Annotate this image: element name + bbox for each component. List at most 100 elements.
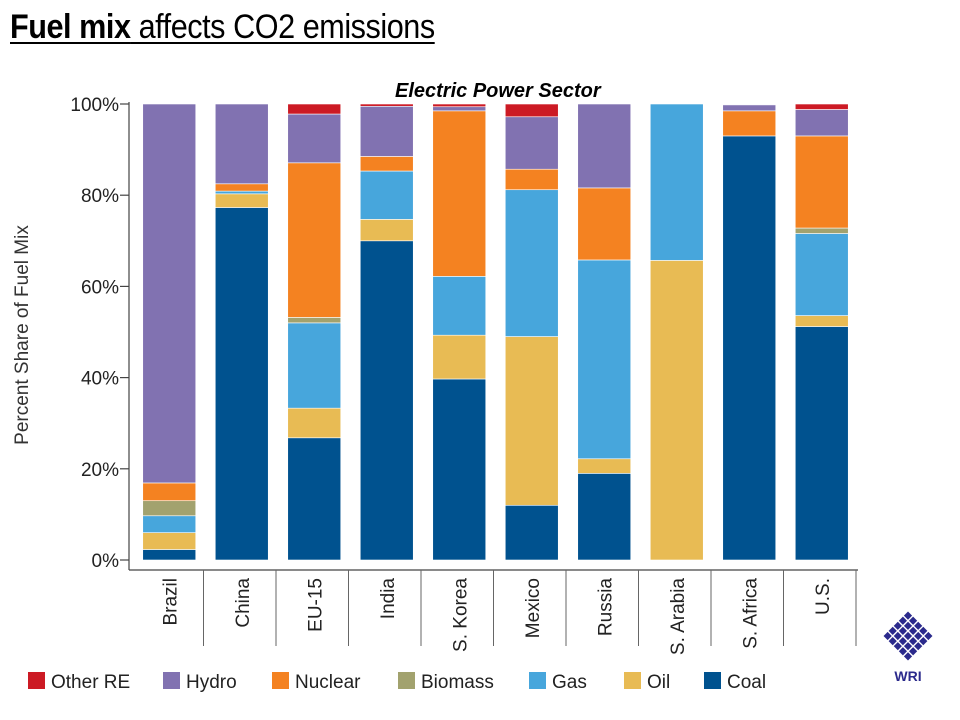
page-title-rest: affects CO2 emissions — [130, 8, 436, 46]
bar-s-africa-coal — [722, 135, 777, 561]
y-axis-label: Percent Share of Fuel Mix — [12, 225, 33, 445]
bar-s-korea-coal — [432, 378, 487, 561]
bar-russia-coal — [577, 473, 632, 561]
bar-mexico-nuclear — [504, 168, 559, 191]
x-tick-label-s-arabia: S. Arabia — [668, 578, 689, 656]
legend-swatch-hydro — [163, 672, 180, 689]
bar-india-nuclear — [359, 156, 414, 172]
wri-logo-cell — [908, 636, 918, 646]
legend-label-coal: Coal — [727, 672, 766, 693]
bar-china-gas — [214, 190, 269, 195]
wri-logo-cell — [888, 626, 897, 636]
wri-logo-cell — [883, 631, 892, 641]
wri-logo-cell — [903, 631, 913, 641]
bar-mexico-hydro — [504, 116, 559, 170]
wri-logo-text: WRI — [894, 668, 921, 684]
bar-india-gas — [359, 170, 414, 220]
x-tick-label-russia: Russia — [595, 578, 616, 637]
y-tick-label-2: 40% — [81, 369, 119, 390]
bar-india-other-re — [359, 103, 414, 107]
wri-logo-cell — [903, 642, 913, 651]
bar-china-coal — [214, 207, 269, 561]
bar-eu-15-nuclear — [287, 162, 342, 318]
bar-mexico-other-re — [504, 103, 559, 118]
bar-eu-15-gas — [287, 322, 342, 409]
bar-mexico-oil — [504, 336, 559, 506]
bar-u-s-gas — [794, 233, 849, 316]
wri-logo-cell — [893, 642, 902, 651]
wri-logo-cell — [919, 636, 928, 646]
bar-eu-15-biomass — [287, 317, 342, 324]
x-tick-label-mexico: Mexico — [523, 578, 544, 638]
page-title: Fuel mix affects CO2 emissions — [10, 8, 435, 47]
wri-logo-cell — [893, 631, 902, 641]
legend-label-biomass: Biomass — [421, 672, 494, 693]
wri-logo-cell — [908, 626, 918, 636]
bar-india-hydro — [359, 105, 414, 157]
wri-logo-cell — [924, 631, 933, 641]
bar-s-africa-nuclear — [722, 110, 777, 137]
bar-russia-hydro — [577, 103, 632, 189]
bar-china-hydro — [214, 103, 269, 185]
x-tick-label-india: India — [378, 578, 399, 620]
bar-mexico-gas — [504, 189, 559, 337]
legend-swatch-oil — [624, 672, 641, 689]
bar-eu-15-hydro — [287, 113, 342, 164]
wri-logo-cell — [903, 652, 913, 661]
legend-label-gas: Gas — [552, 672, 587, 693]
bar-brazil-nuclear — [142, 482, 197, 502]
x-tick-label-brazil: Brazil — [160, 578, 181, 626]
wri-logo-cell — [903, 621, 913, 630]
y-tick-label-0: 0% — [92, 551, 120, 572]
bar-u-s-nuclear — [794, 135, 849, 229]
bar-brazil-oil — [142, 532, 197, 550]
legend-label-other-re: Other RE — [51, 672, 130, 693]
wri-logo-cell — [908, 647, 918, 656]
bar-india-oil — [359, 219, 414, 242]
bar-brazil-hydro — [142, 103, 197, 484]
page-title-bold: Fuel mix — [10, 8, 131, 46]
bar-russia-nuclear — [577, 187, 632, 261]
legend-label-hydro: Hydro — [186, 672, 237, 693]
wri-logo-cell — [898, 647, 908, 656]
x-tick-label-s-korea: S. Korea — [450, 578, 471, 652]
bar-u-s-biomass — [794, 227, 849, 234]
x-tick-label-s-africa: S. Africa — [740, 578, 761, 649]
wri-logo-cell — [908, 616, 918, 625]
wri-logo-cell — [914, 621, 923, 630]
bar-u-s-hydro — [794, 109, 849, 137]
legend-swatch-biomass — [398, 672, 415, 689]
legend-swatch-nuclear — [272, 672, 289, 689]
bar-brazil-biomass — [142, 500, 197, 517]
wri-logo-cell — [888, 636, 897, 646]
wri-logo-cell — [898, 636, 908, 646]
bar-eu-15-oil — [287, 407, 342, 439]
legend-label-oil: Oil — [647, 672, 670, 693]
bar-brazil-gas — [142, 515, 197, 533]
bar-u-s-other-re — [794, 103, 849, 110]
chart-title: Electric Power Sector — [395, 80, 601, 102]
y-tick-label-5: 100% — [70, 95, 119, 116]
wri-logo-cell — [919, 626, 928, 636]
x-tick-label-eu-15: EU-15 — [305, 578, 326, 632]
bar-s-africa-hydro — [722, 104, 777, 112]
legend-swatch-other-re — [28, 672, 45, 689]
bar-s-korea-oil — [432, 334, 487, 380]
wri-logo-cell — [903, 611, 913, 620]
legend-label-nuclear: Nuclear — [295, 672, 361, 693]
legend-swatch-gas — [529, 672, 546, 689]
bar-s-korea-other-re — [432, 103, 487, 108]
bar-u-s-coal — [794, 326, 849, 561]
x-tick-label-china: China — [233, 578, 254, 628]
bar-s-korea-hydro — [432, 106, 487, 112]
bar-india-coal — [359, 240, 414, 561]
wri-logo-mark — [883, 611, 933, 661]
bar-russia-oil — [577, 458, 632, 474]
wri-logo-cell — [914, 631, 923, 641]
bar-eu-15-other-re — [287, 103, 342, 115]
bar-s-arabia-oil — [649, 260, 704, 561]
y-tick-label-4: 80% — [81, 186, 119, 207]
wri-logo: WRI — [883, 611, 933, 684]
bar-u-s-oil — [794, 315, 849, 327]
bar-s-korea-gas — [432, 276, 487, 336]
